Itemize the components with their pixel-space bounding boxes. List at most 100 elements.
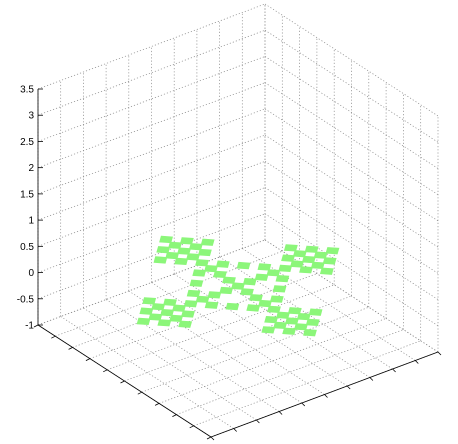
fractal-tile	[157, 319, 172, 327]
fractal-tile	[136, 317, 151, 326]
wall-gridline	[37, 3, 266, 90]
fractal-tile	[156, 246, 171, 254]
fractal-tile	[195, 259, 209, 267]
z-tick-label: 1.5	[20, 189, 34, 200]
fractal-tile	[322, 257, 337, 265]
fractal-tile	[225, 302, 240, 311]
fractal-tile	[325, 247, 340, 255]
wall-gridline	[37, 134, 266, 221]
y-axis-tick	[437, 351, 442, 356]
fractal-tile	[163, 298, 177, 307]
z-tick-label: 3	[28, 111, 34, 122]
floor-gridline	[158, 318, 387, 404]
fractal-tile	[290, 260, 304, 268]
y-axis-tick	[415, 360, 419, 364]
fractal-tile	[287, 307, 302, 315]
fractal-tile	[181, 310, 195, 318]
fractal-tile	[258, 299, 272, 308]
fractal-tile	[174, 257, 189, 266]
fractal-tile	[246, 304, 261, 312]
z-tick-label: 2	[28, 163, 34, 174]
x-axis-tick	[33, 324, 39, 328]
y-axis-tick	[324, 394, 328, 398]
wall-gridline	[264, 3, 439, 117]
z-tick-label: 1	[28, 216, 34, 227]
z-tick-label: 0	[28, 268, 34, 279]
floor-gridline	[60, 316, 234, 429]
x-axis-tick	[172, 414, 177, 417]
fractal-tile	[240, 288, 254, 296]
fractal-tile	[183, 300, 198, 308]
fractal-tile	[275, 274, 290, 283]
label-layer: -1 -0.5 0 0.5 1 1.5 2 2.5 3 3.5	[17, 85, 35, 332]
fractal-tile	[276, 311, 290, 319]
wall-gridline	[37, 82, 266, 168]
z-tick-label: 3.5	[20, 85, 34, 96]
z-tick-label: -1	[25, 321, 34, 332]
x-axis-tick	[51, 335, 56, 339]
fractal-tile	[204, 301, 219, 309]
fractal-tile	[282, 327, 297, 335]
fractal-tile	[165, 251, 180, 260]
wall-gridline	[264, 187, 439, 300]
y-axis-tick	[301, 402, 306, 407]
fractal-tile	[186, 289, 201, 298]
y-axis-tick	[210, 436, 215, 441]
fractal-tile	[151, 303, 166, 311]
fractal-tile	[264, 315, 279, 324]
x-axis-tick	[189, 425, 194, 429]
fractal-tile	[294, 323, 308, 331]
x-axis-tick	[120, 380, 125, 384]
fractal-tile	[272, 285, 287, 293]
y-axis-tick	[392, 368, 396, 373]
fractal-tile	[148, 313, 163, 321]
floor-gridline	[176, 329, 404, 415]
wall-gridline	[37, 187, 266, 273]
fractal-tile	[308, 308, 323, 316]
fractal-tile	[273, 321, 288, 330]
floor-gridline	[151, 282, 325, 395]
fractal-tile	[168, 241, 182, 249]
fractal-tile	[283, 244, 298, 252]
fractal-tile	[303, 328, 317, 337]
fractal-tile	[192, 269, 207, 277]
x-axis-tick	[206, 436, 212, 440]
wall-gridline	[37, 56, 266, 142]
fractal-tile	[292, 250, 307, 258]
fractal-tile	[189, 279, 204, 287]
fractal-tile	[200, 238, 215, 246]
wall-gridline	[37, 161, 266, 247]
fractal-tile	[242, 277, 257, 286]
fractal-tile	[278, 264, 293, 273]
fractal-tile	[222, 276, 236, 284]
floor-gridline	[107, 284, 335, 371]
fractal-tile	[188, 243, 203, 251]
fractal-tile	[236, 261, 251, 270]
fractal-tile	[304, 245, 319, 253]
fractal-tile	[153, 256, 168, 264]
wall-gridline	[37, 239, 266, 326]
fractal-tile	[249, 294, 263, 302]
fractal-tile	[139, 307, 154, 315]
wall-gridline	[37, 29, 266, 116]
fractal-tile	[310, 261, 325, 270]
fractal-tile	[281, 254, 295, 262]
y-axis-tick	[346, 385, 351, 390]
floor-gridline	[219, 256, 393, 370]
wall-gridline	[264, 82, 439, 195]
grid-layer	[37, 3, 439, 438]
fractal-tile	[305, 318, 320, 327]
fractal-tile	[269, 295, 284, 303]
wall-gridline	[264, 161, 439, 274]
z-tick-label: 2.5	[20, 137, 34, 148]
fractal-tile	[159, 235, 173, 244]
wall-gridline	[264, 239, 439, 353]
fractal-tile	[172, 304, 186, 312]
wall-gridline	[264, 213, 439, 327]
fractal-tile	[219, 286, 234, 295]
wall-gridline	[264, 29, 439, 143]
fractal-tile	[285, 317, 299, 325]
fractal-tile	[169, 314, 184, 323]
fractal-tile	[266, 269, 281, 277]
z-tick-label: -0.5	[17, 294, 35, 305]
